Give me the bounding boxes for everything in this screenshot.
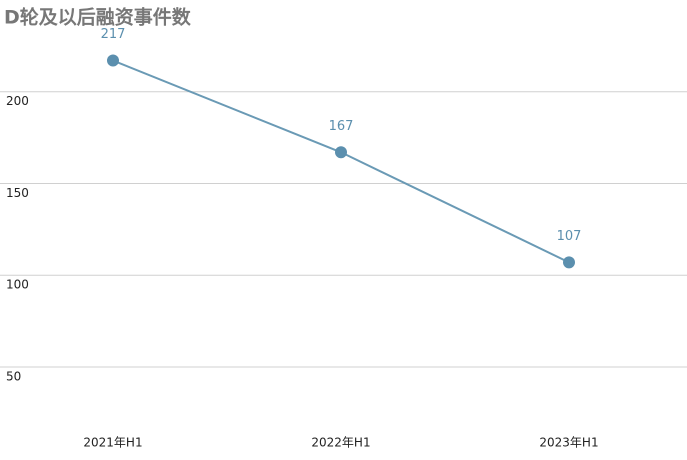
- data-label: 107: [557, 229, 582, 244]
- x-tick-label: 2022年H1: [311, 436, 370, 450]
- point: [107, 54, 119, 67]
- point: [335, 146, 347, 159]
- chart-title: D轮及以后融资事件数: [4, 6, 192, 29]
- data-label: 167: [329, 119, 354, 134]
- line: [112, 59, 570, 264]
- x-tick-label: 2023年H1: [539, 436, 598, 450]
- y-tick-label: 100: [6, 278, 29, 292]
- y-tick-label: 50: [6, 369, 21, 383]
- point: [563, 256, 575, 269]
- x-tick-label: 2021年H1: [83, 436, 142, 450]
- y-tick-label: 150: [6, 186, 29, 200]
- data-label: 217: [101, 27, 126, 42]
- y-tick-label: 200: [6, 94, 29, 108]
